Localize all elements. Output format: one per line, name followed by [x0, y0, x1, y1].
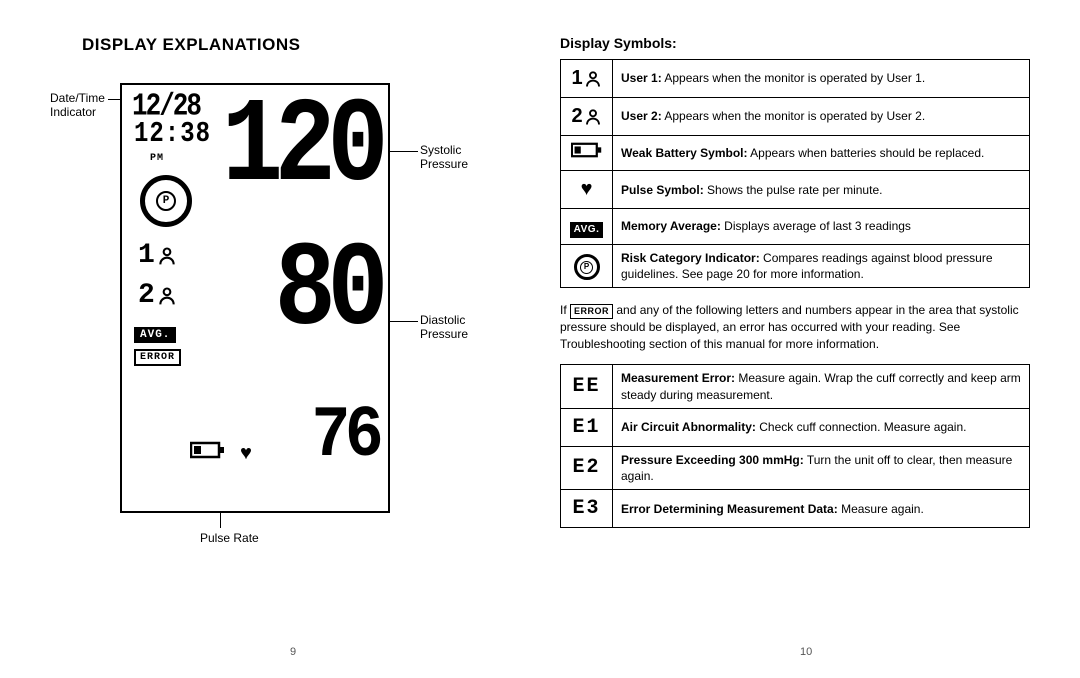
- table-row: Weak Battery Symbol: Appears when batter…: [561, 136, 1030, 171]
- error-code: E2: [561, 446, 613, 489]
- page-right: Display Symbols: 1User 1: Appears when t…: [560, 35, 1030, 542]
- symbol-desc: Weak Battery Symbol: Appears when batter…: [613, 136, 1030, 171]
- lcd-time: 12:38: [134, 118, 211, 150]
- table-row: PRisk Category Indicator: Compares readi…: [561, 244, 1030, 287]
- error-code: E3: [561, 490, 613, 528]
- label-systolic: Systolic Pressure: [420, 143, 468, 172]
- person-icon: [157, 285, 177, 307]
- lcd-systolic: 120: [222, 91, 380, 205]
- table-row: ♥Pulse Symbol: Shows the pulse rate per …: [561, 171, 1030, 209]
- avg-badge: AVG.: [134, 327, 176, 343]
- symbol-icon: [561, 136, 613, 171]
- label-pulse: Pulse Rate: [200, 531, 259, 545]
- table-row: EEMeasurement Error: Measure again. Wrap…: [561, 365, 1030, 408]
- lcd-screen: 12/28 12:38 PM P 1 2 AVG. ERROR 120 80 7…: [120, 83, 390, 513]
- error-desc: Air Circuit Abnormality: Check cuff conn…: [613, 408, 1030, 446]
- page-number-right: 10: [800, 646, 812, 658]
- table-row: E1Air Circuit Abnormality: Check cuff co…: [561, 408, 1030, 446]
- symbol-desc: User 2: Appears when the monitor is oper…: [613, 98, 1030, 136]
- leader-datetime: [108, 99, 120, 100]
- table-row: 2User 2: Appears when the monitor is ope…: [561, 98, 1030, 136]
- label-diastolic: Diastolic Pressure: [420, 313, 468, 342]
- error-intro: If ERROR and any of the following letter…: [560, 302, 1030, 352]
- table-row: AVG.Memory Average: Displays average of …: [561, 209, 1030, 244]
- lcd-diastolic: 80: [275, 235, 380, 349]
- table-row: E2Pressure Exceeding 300 mmHg: Turn the …: [561, 446, 1030, 489]
- error-code: EE: [561, 365, 613, 408]
- user2-indicator: 2: [138, 280, 177, 311]
- error-badge: ERROR: [134, 349, 181, 366]
- symbols-table: 1User 1: Appears when the monitor is ope…: [560, 59, 1030, 288]
- symbol-icon: P: [561, 244, 613, 287]
- heart-icon: ♥: [240, 443, 252, 466]
- page-left: DISPLAY EXPLANATIONS Date/Time Indicator…: [60, 35, 520, 553]
- risk-indicator-icon: P: [140, 175, 192, 227]
- label-datetime: Date/Time Indicator: [50, 91, 105, 120]
- error-badge-inline: ERROR: [570, 304, 613, 319]
- error-desc: Pressure Exceeding 300 mmHg: Turn the un…: [613, 446, 1030, 489]
- symbol-desc: Memory Average: Displays average of last…: [613, 209, 1030, 244]
- symbol-desc: Pulse Symbol: Shows the pulse rate per m…: [613, 171, 1030, 209]
- symbol-desc: User 1: Appears when the monitor is oper…: [613, 60, 1030, 98]
- user1-indicator: 1: [138, 240, 177, 271]
- lcd-diagram: Date/Time Indicator Systolic Pressure Di…: [60, 83, 520, 553]
- symbol-icon: AVG.: [561, 209, 613, 244]
- lcd-ampm: PM: [150, 153, 164, 164]
- symbol-desc: Risk Category Indicator: Compares readin…: [613, 244, 1030, 287]
- table-row: E3Error Determining Measurement Data: Me…: [561, 490, 1030, 528]
- errors-table: EEMeasurement Error: Measure again. Wrap…: [560, 364, 1030, 528]
- symbol-icon: 1: [561, 60, 613, 98]
- title-display-explanations: DISPLAY EXPLANATIONS: [82, 35, 520, 55]
- error-code: E1: [561, 408, 613, 446]
- symbol-icon: ♥: [561, 171, 613, 209]
- symbol-icon: 2: [561, 98, 613, 136]
- table-row: 1User 1: Appears when the monitor is ope…: [561, 60, 1030, 98]
- error-desc: Error Determining Measurement Data: Meas…: [613, 490, 1030, 528]
- person-icon: [157, 245, 177, 267]
- error-desc: Measurement Error: Measure again. Wrap t…: [613, 365, 1030, 408]
- page-number-left: 9: [290, 646, 296, 658]
- lcd-pulse: 76: [311, 395, 378, 477]
- battery-icon: [190, 440, 226, 460]
- title-display-symbols: Display Symbols:: [560, 35, 1030, 51]
